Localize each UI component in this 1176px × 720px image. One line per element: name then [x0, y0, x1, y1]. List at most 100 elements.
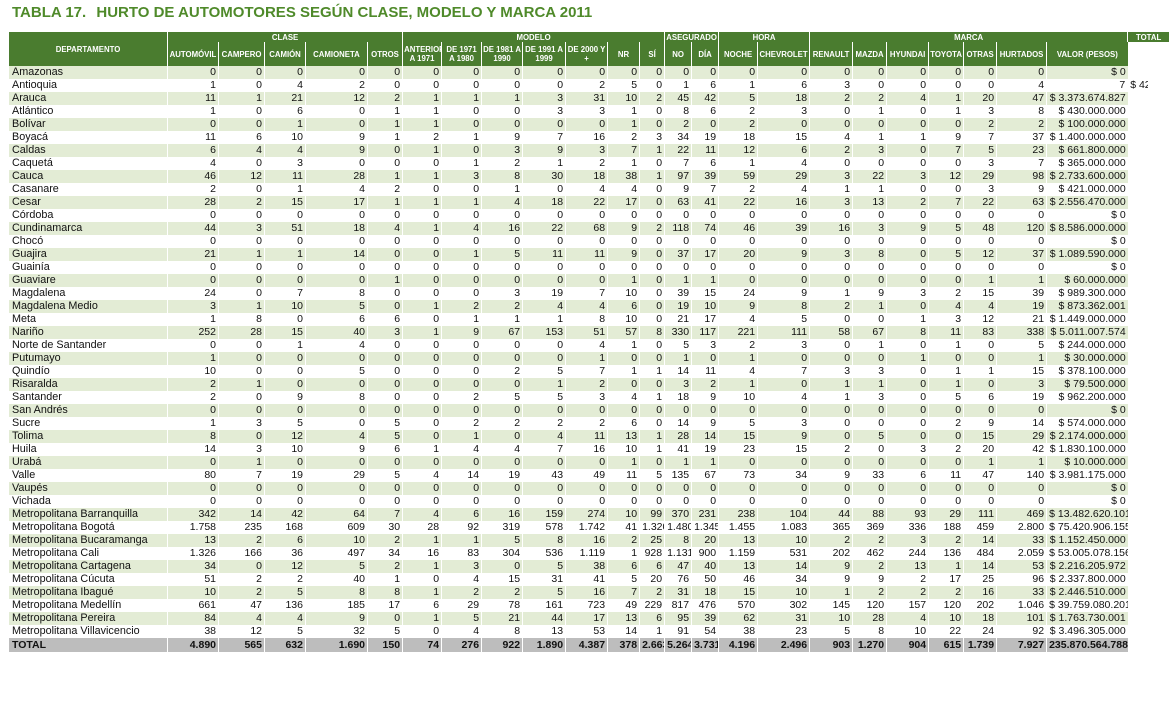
value-cell: 5 [928, 248, 964, 261]
value-cell: 0 [757, 118, 810, 131]
value-cell: 7 [607, 144, 640, 157]
value-cell: 39 [757, 222, 810, 235]
value-cell: 16 [809, 222, 853, 235]
value-cell: 4 [441, 573, 482, 586]
value-cell: 1.455 [718, 521, 758, 534]
value-cell: 9 [481, 131, 523, 144]
value-cell: 2 [366, 183, 403, 196]
value-cell: 4 [886, 612, 929, 625]
value-cell: 0 [481, 378, 523, 391]
value-cell: 93 [886, 508, 929, 521]
value-cell: 1 [441, 92, 482, 105]
value-cell: 1 [218, 248, 265, 261]
value-cell: 21 [996, 313, 1047, 326]
value-cell: 0 [565, 209, 608, 222]
value-cell: 22 [565, 196, 608, 209]
value-cell: 46 [718, 222, 758, 235]
value-cell: 49 [607, 599, 640, 612]
value-cell: 238 [718, 508, 758, 521]
value-cell: 10 [167, 586, 219, 599]
value-cell: 1 [366, 573, 403, 586]
value-cell: 0 [664, 66, 692, 79]
value-cell: 16 [565, 586, 608, 599]
total-cell: 615 [928, 638, 964, 652]
departamento-cell: Magdalena [8, 287, 168, 300]
value-cell: 15 [264, 326, 306, 339]
value-cell: 42 [264, 508, 306, 521]
value-cell: 1 [664, 79, 692, 92]
value-cell: 2.059 [996, 547, 1047, 560]
value-cell: 1 [218, 378, 265, 391]
column-header: OTROS [366, 42, 403, 66]
value-cell: 3 [664, 378, 692, 391]
departamento-cell: Cauca [8, 170, 168, 183]
value-cell: 76 [664, 573, 692, 586]
value-cell: 40 [691, 560, 719, 573]
value-cell: 0 [963, 404, 997, 417]
value-cell: 231 [691, 508, 719, 521]
value-cell: 14 [218, 508, 265, 521]
value-cell: 46 [167, 170, 219, 183]
total-cell: 4.196 [718, 638, 758, 652]
value-cell: 0 [852, 352, 887, 365]
value-cell: 0 [928, 430, 964, 443]
value-cell: 21 [264, 92, 306, 105]
value-cell: 2 [852, 534, 887, 547]
value-cell: $ 3.496.305.000 [1046, 625, 1128, 638]
value-cell: 0 [402, 456, 442, 469]
value-cell: 153 [522, 326, 566, 339]
value-cell: 4 [607, 391, 640, 404]
value-cell: 67 [481, 326, 523, 339]
value-cell: 0 [963, 66, 997, 79]
value-cell: 10 [264, 300, 306, 313]
value-cell: 0 [664, 482, 692, 495]
value-cell: 0 [402, 66, 442, 79]
value-cell: 4 [402, 469, 442, 482]
value-cell: 1 [809, 183, 853, 196]
value-cell: 0 [366, 378, 403, 391]
value-cell: 3 [852, 365, 887, 378]
value-cell: 37 [996, 131, 1047, 144]
value-cell: 13 [167, 534, 219, 547]
value-cell: 0 [664, 495, 692, 508]
value-cell: 0 [366, 482, 403, 495]
value-cell: 0 [886, 105, 929, 118]
total-cell: 150 [366, 638, 403, 652]
value-cell: 0 [886, 482, 929, 495]
value-cell: 202 [809, 547, 853, 560]
value-cell: 11 [928, 469, 964, 482]
value-cell: 0 [441, 287, 482, 300]
value-cell: 0 [852, 261, 887, 274]
value-cell: 469 [996, 508, 1047, 521]
value-cell: 0 [928, 79, 964, 92]
value-cell: 661 [167, 599, 219, 612]
value-cell: 1 [928, 365, 964, 378]
value-cell: 2 [996, 118, 1047, 131]
value-cell: 1 [366, 274, 403, 287]
value-cell: 5 [718, 92, 758, 105]
value-cell: 22 [928, 625, 964, 638]
value-cell: 29 [757, 170, 810, 183]
value-cell: 6 [691, 105, 719, 118]
value-cell: 229 [639, 599, 665, 612]
value-cell: 2 [928, 417, 964, 430]
table-row: Meta 1 8 0 6 6 0 1 1 1 8 10 0 21 17 4 5 0 0 1 3 12 21 $ 1.449.0… [8, 313, 1170, 326]
value-cell: 0 [441, 105, 482, 118]
value-cell: 1 [402, 300, 442, 313]
value-cell: 0 [963, 378, 997, 391]
value-cell: 0 [718, 456, 758, 469]
value-cell: $ 5.011.007.574 [1046, 326, 1128, 339]
value-cell: 8 [481, 170, 523, 183]
value-cell: 8 [305, 586, 368, 599]
value-cell: 2 [718, 105, 758, 118]
value-cell: 20 [639, 573, 665, 586]
value-cell: 1 [402, 170, 442, 183]
value-cell: 1 [963, 456, 997, 469]
value-cell: 2 [366, 92, 403, 105]
value-cell: 1 [928, 560, 964, 573]
value-cell: 3 [928, 313, 964, 326]
value-cell: 3 [218, 443, 265, 456]
value-cell: 1 [366, 196, 403, 209]
value-cell: 1 [963, 274, 997, 287]
value-cell: 0 [522, 261, 566, 274]
